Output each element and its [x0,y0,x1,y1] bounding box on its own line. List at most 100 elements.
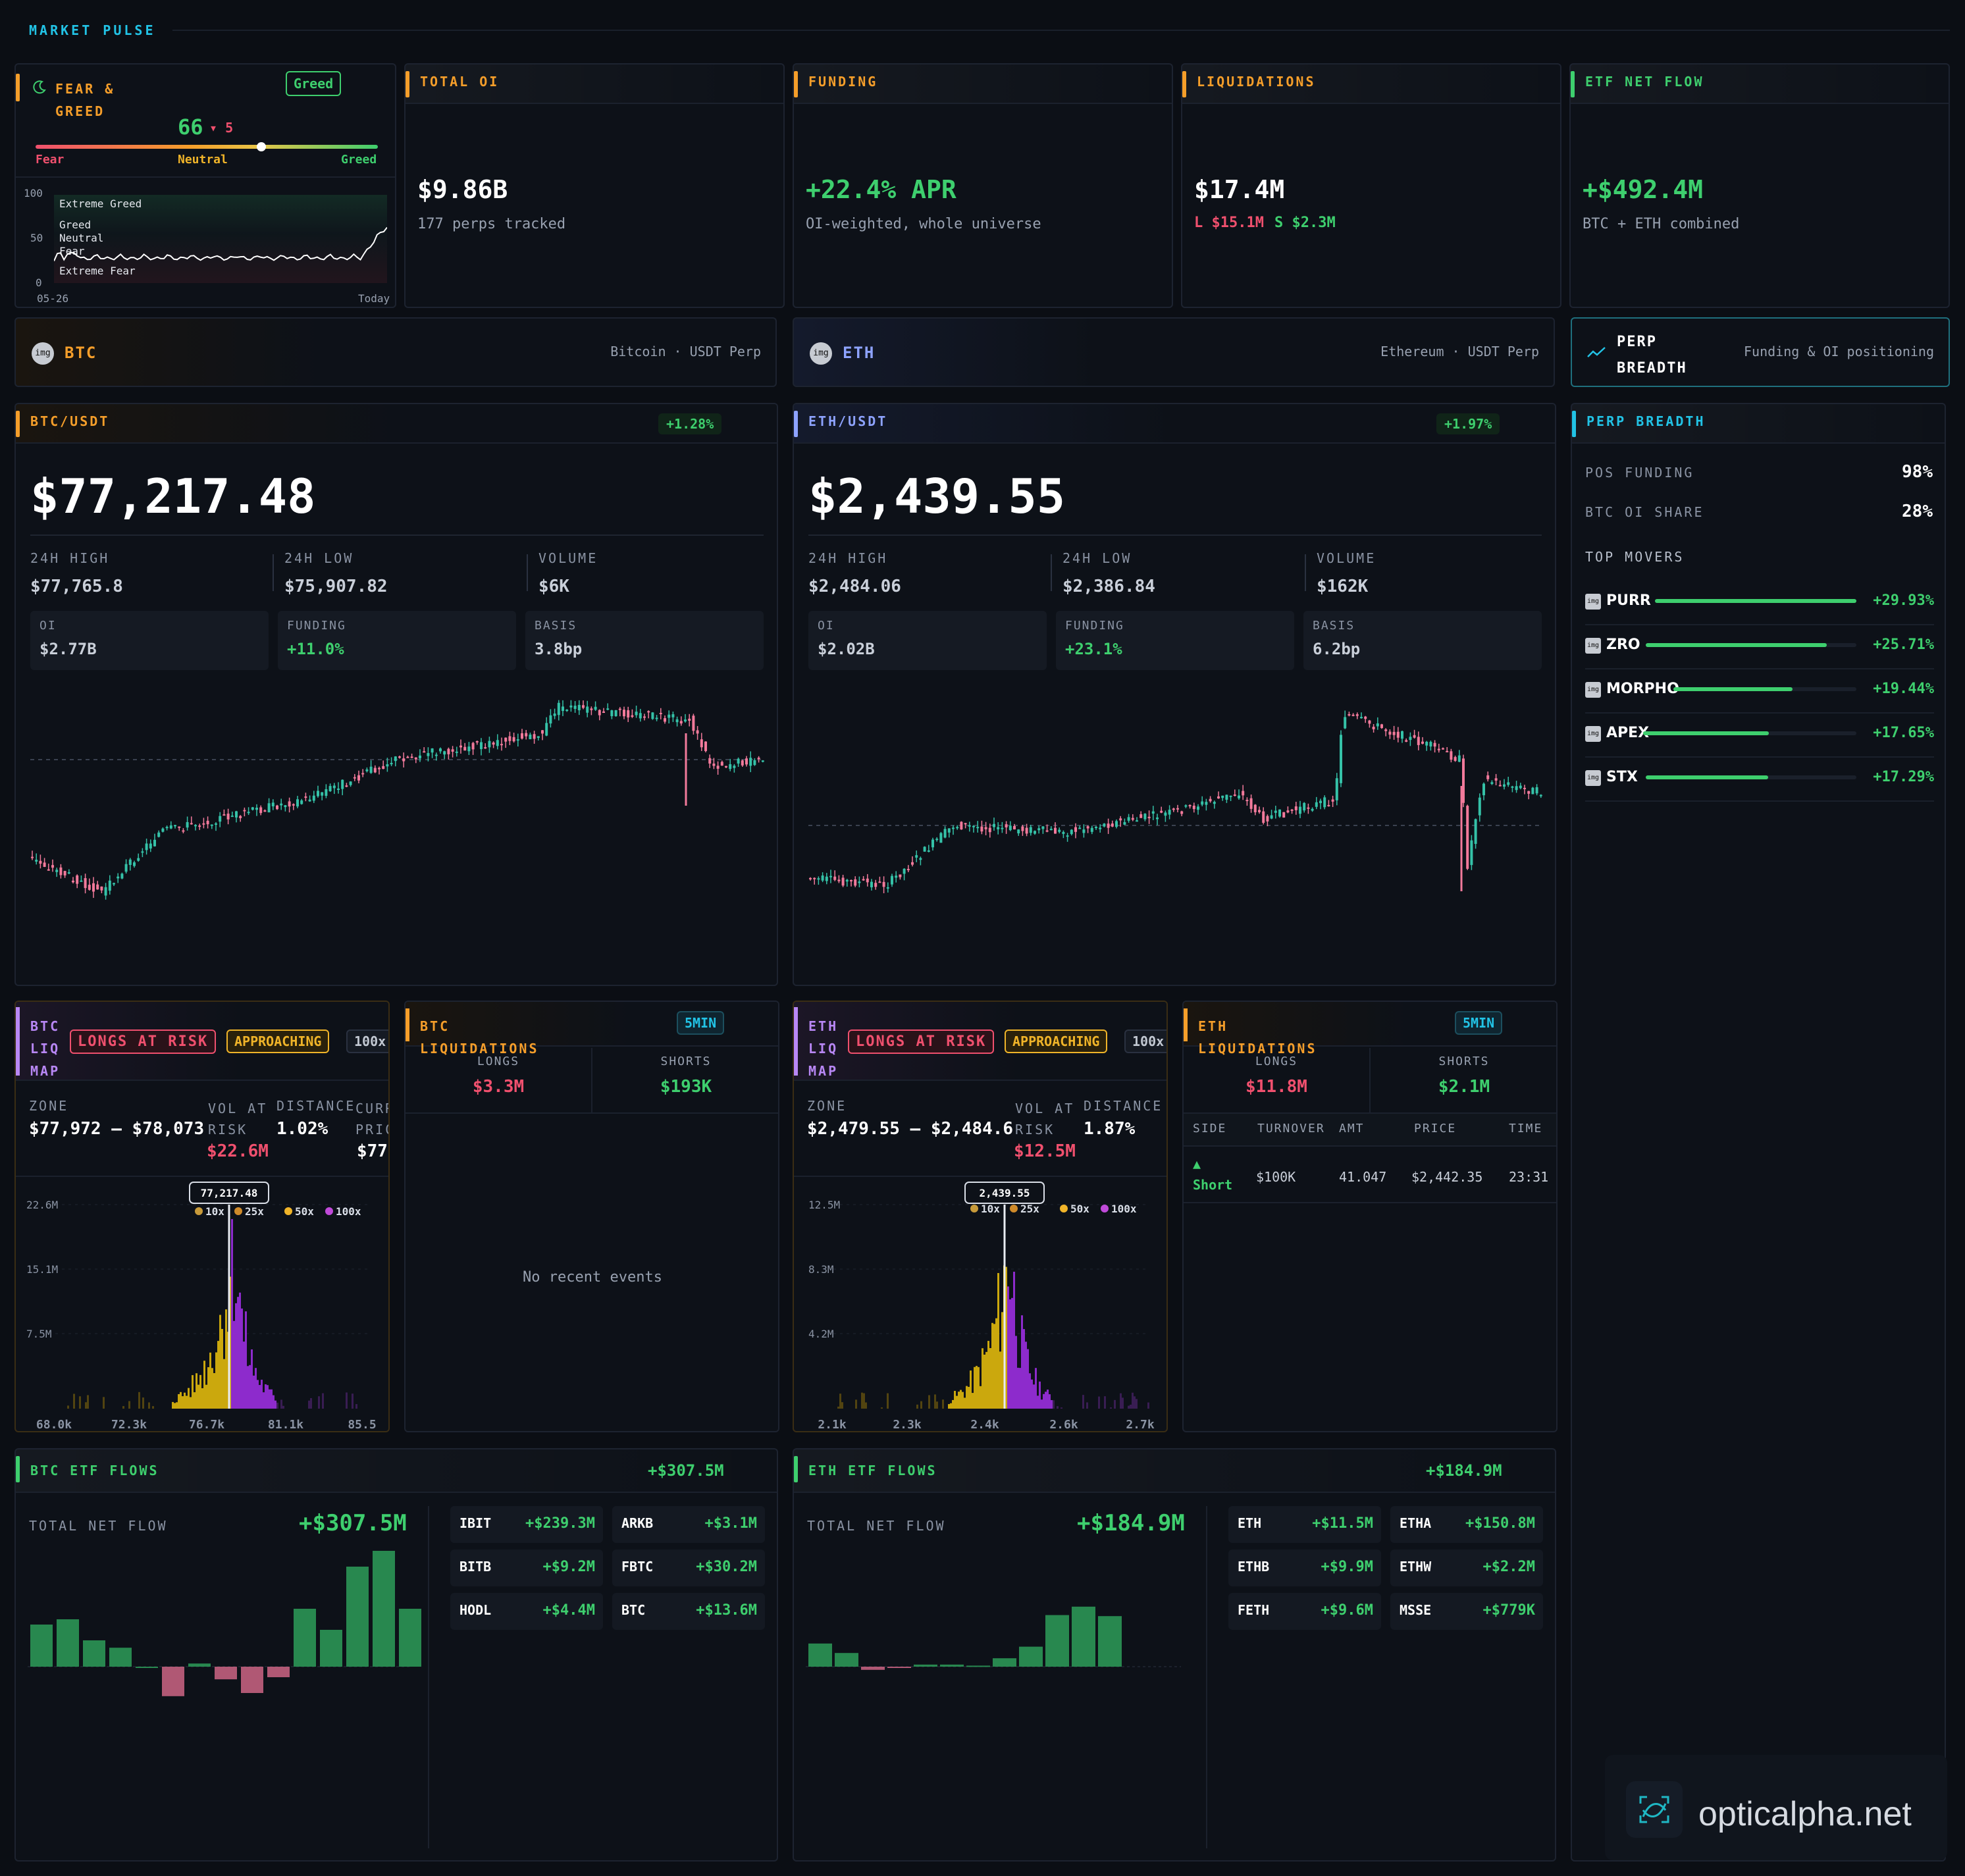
etf-flow-bar-chart[interactable] [28,1548,423,1706]
candle-body [923,847,926,852]
liq-bar [275,1400,276,1409]
column-header[interactable]: AMT [1339,1122,1365,1135]
liq-bar [190,1397,192,1409]
candle-body [1405,740,1408,742]
etf-fund[interactable]: ETHB +$9.9M [1228,1550,1381,1586]
leverage-badge[interactable]: 100x [346,1029,388,1053]
perp-breadth-tab[interactable]: PERP BREADTH Funding & OI positioning [1571,317,1950,387]
zone-extreme-fear: Extreme Fear [59,265,136,277]
candle-body [406,756,409,758]
etf-fund[interactable]: ETHA +$150.8M [1390,1506,1543,1543]
etf-fund[interactable]: BITB +$9.2M [450,1550,603,1586]
etf-fund[interactable]: BTC +$13.6M [612,1593,765,1630]
candle-body [1486,775,1490,779]
liq-bar [310,1398,312,1409]
flow-bar [267,1667,290,1677]
etf-fund[interactable]: MSSE +$779K [1390,1593,1543,1630]
btc-header[interactable]: img BTC Bitcoin · USDT Perp [14,317,777,387]
candle-body [565,710,569,712]
perp-breadth-title: PERP BREADTH [1617,329,1687,382]
liq-bar [855,1399,857,1409]
liq-bar [1147,1402,1149,1409]
liq-bar [265,1384,267,1409]
candle-body [475,741,479,743]
timeframe-badge[interactable]: 5MIN [677,1011,725,1035]
liq-bar [346,1392,348,1409]
candle-body [349,781,352,785]
candle-body [427,753,430,756]
liq-bar [235,1303,237,1409]
fear-greed-value: 66 [178,115,203,140]
fear-greed-change: ▾ 5 [209,120,234,136]
etf-fund[interactable]: ETH +$11.5M [1228,1506,1381,1543]
mover-row[interactable]: img PURR +29.93% [1585,586,1934,625]
column-header[interactable]: TIME [1509,1122,1543,1135]
metric-label: FUNDING [287,619,346,633]
fund-ticker: IBIT [459,1515,492,1531]
candle-body [63,871,66,875]
fund-flow: +$4.4M [542,1602,595,1619]
candle-body [741,760,744,766]
liquidation-histogram[interactable]: 12.5M 8.3M 4.2M 2.1k 2.3k 2.4k 2.6k 2.7k 2,439.5… [794,1180,1168,1432]
token-logo-icon: img [1585,682,1601,698]
candle-body [1294,806,1297,810]
zone-extreme-greed: Extreme Greed [59,197,142,210]
brand-watermark[interactable]: opticalpha.net [1605,1755,1947,1860]
leverage-badge[interactable]: 100x [1124,1029,1166,1053]
etf-fund[interactable]: FBTC +$30.2M [612,1550,765,1586]
mover-row[interactable]: img ZRO +25.71% [1585,630,1934,669]
candle-body [263,810,267,812]
liq-bar [1001,1312,1003,1409]
mover-symbol: MORPHO [1606,681,1679,697]
table-row[interactable]: ▲ Short $100K 41.047 $2,442.35 23:31 [1184,1148,1556,1203]
etf-fund[interactable]: ETHW +$2.2M [1390,1550,1543,1586]
candle-body [1147,816,1151,819]
candle-body [1233,795,1236,796]
liq-bar [269,1389,271,1409]
candle-body [304,796,307,798]
x-tick: 2.4k [970,1418,999,1432]
mover-row[interactable]: img STX +17.29% [1585,762,1934,802]
candle-body [858,881,861,883]
etf-fund[interactable]: FETH +$9.6M [1228,1593,1381,1630]
candle-body [1299,806,1301,814]
flow-bar [914,1664,937,1667]
etf-fund[interactable]: IBIT +$239.3M [450,1506,603,1543]
column-header[interactable]: SIDE [1193,1122,1227,1135]
eth-candle-chart[interactable] [808,694,1543,970]
fund-ticker: BTC [621,1602,646,1618]
candle-body [467,746,471,752]
candle-body [984,827,987,829]
tile-total-oi[interactable]: TOTAL OI $9.86B 177 perps tracked [404,63,785,308]
candle-body [1005,824,1008,827]
tile-funding[interactable]: FUNDING +22.4% APR OI-weighted, whole uni… [793,63,1173,308]
moon-icon [33,80,46,94]
candle-body [899,874,902,877]
etf-fund[interactable]: HODL +$4.4M [450,1593,603,1630]
btc-candle-chart[interactable] [30,694,765,970]
candle-body [496,740,499,746]
liq-bar [271,1389,273,1409]
etf-flow-bar-chart[interactable] [806,1548,1201,1706]
mover-row[interactable]: img APEX +17.65% [1585,718,1934,758]
candle-body [1017,829,1020,833]
liq-bar [261,1380,263,1409]
etf-fund[interactable]: ARKB +$3.1M [612,1506,765,1543]
eth-header[interactable]: img ETH Ethereum · USDT Perp [793,317,1555,387]
column-header[interactable]: PRICE [1414,1122,1457,1135]
section-divider [172,30,1950,31]
metric-label: OI [818,619,835,633]
candle-body [1274,810,1277,813]
divider [16,1176,388,1177]
liq-bar [1029,1373,1031,1409]
tile-liquidations[interactable]: LIQUIDATIONS $17.4M L $15.1M S $2.3M [1181,63,1561,308]
tile-etf-net-flow[interactable]: ETF NET FLOW +$492.4M BTC + ETH combined [1569,63,1950,308]
axis-100: 100 [24,187,43,199]
column-header[interactable]: TURNOVER [1257,1122,1325,1135]
candle-body [72,880,74,883]
candle-body [675,719,679,723]
liquidation-histogram[interactable]: 22.6M 15.1M 7.5M 68.0k 72.3k 76.7k 81.1k 85.5 77… [16,1180,390,1432]
mover-row[interactable]: img MORPHO +19.44% [1585,674,1934,714]
timeframe-badge[interactable]: 5MIN [1455,1011,1503,1035]
title-line: BTC [30,1018,61,1034]
